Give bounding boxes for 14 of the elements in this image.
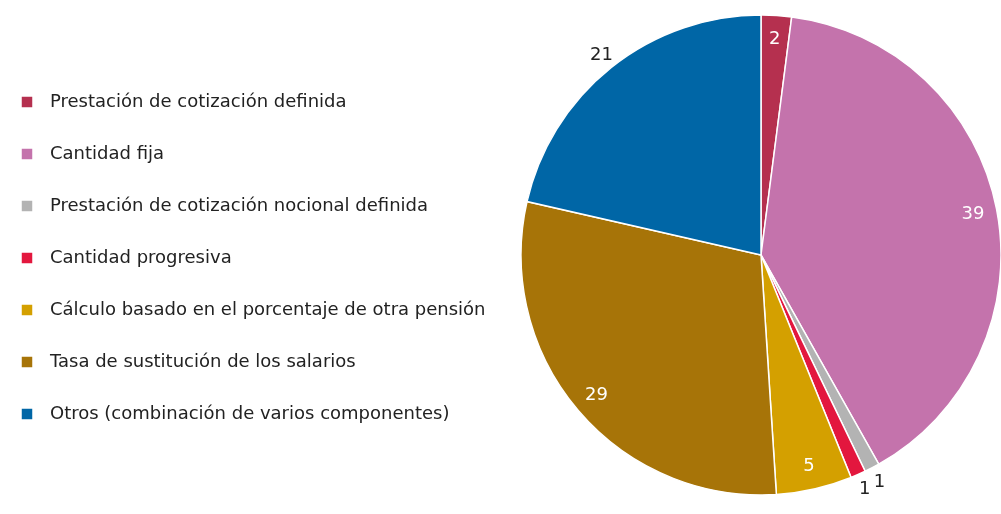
legend-label: Cantidad fija: [50, 142, 165, 163]
legend-label: Prestación de cotización nocional definida: [50, 194, 429, 215]
data-label: 2: [769, 27, 781, 49]
data-label: 1: [873, 469, 886, 491]
data-label: 21: [589, 42, 613, 64]
legend-label: Otros (combinación de varios componentes): [50, 402, 450, 423]
legend-label: Prestación de cotización definida: [50, 90, 347, 111]
legend-label: Tasa de sustitución de los salarios: [49, 350, 356, 371]
data-label: 1: [858, 477, 871, 499]
data-label: 29: [585, 383, 608, 405]
data-label: 5: [803, 453, 815, 475]
legend-label: Cantidad progresiva: [50, 246, 232, 267]
data-label: 39: [961, 201, 985, 223]
legend-label: Cálculo basado en el porcentaje de otra pensión: [50, 298, 486, 319]
